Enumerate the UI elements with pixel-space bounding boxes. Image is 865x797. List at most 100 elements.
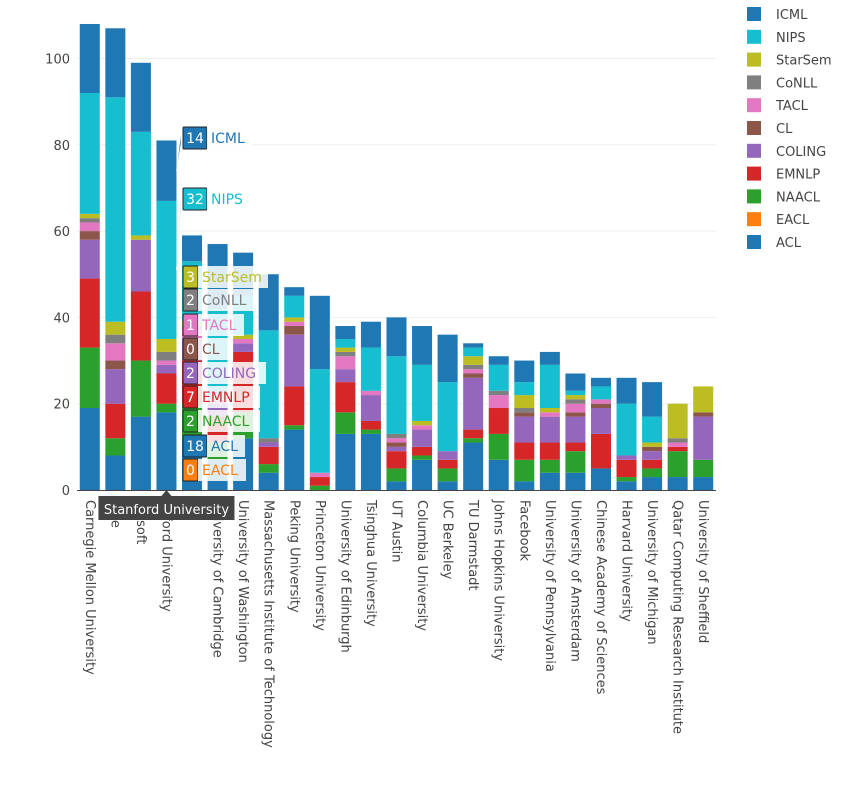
bar-segment-nips[interactable] (360, 347, 381, 391)
bar-segment-icml[interactable] (386, 317, 407, 357)
bar-segment-coling[interactable] (437, 451, 458, 460)
legend-item-emnlp[interactable]: EMNLP (747, 166, 820, 183)
bar-segment-naacl[interactable] (105, 438, 126, 456)
bar-segment-nips[interactable] (130, 131, 151, 236)
bar-segment-coling[interactable] (693, 416, 714, 460)
bar-segment-emnlp[interactable] (616, 459, 637, 478)
bar-segment-coling[interactable] (590, 408, 611, 434)
bar-segment-emnlp[interactable] (258, 446, 279, 465)
bar-segment-nips[interactable] (412, 364, 433, 421)
bar-segment-icml[interactable] (284, 287, 305, 296)
bar-segment-tacl[interactable] (488, 395, 509, 409)
bar-segment-acl[interactable] (590, 468, 611, 490)
bar-segment-naacl[interactable] (463, 438, 484, 443)
bar-segment-conll[interactable] (488, 390, 509, 396)
bar-segment-coling[interactable] (105, 369, 126, 404)
bar-segment-starsem[interactable] (412, 420, 433, 426)
bar-segment-nips[interactable] (79, 93, 100, 214)
bar-segment-emnlp[interactable] (79, 278, 100, 348)
bar-segment-nips[interactable] (642, 416, 663, 443)
bar-segment-icml[interactable] (182, 235, 203, 262)
bar-segment-nips[interactable] (258, 330, 279, 439)
bar-segment-icml[interactable] (105, 28, 126, 98)
bar-segment-emnlp[interactable] (156, 373, 177, 404)
bar-segment-emnlp[interactable] (437, 459, 458, 469)
bar-segment-coling[interactable] (258, 442, 279, 447)
bar-segment-coling[interactable] (642, 451, 663, 460)
bar-segment-naacl[interactable] (616, 477, 637, 482)
legend-item-eacl[interactable]: EACL (747, 212, 810, 228)
bar-segment-naacl[interactable] (130, 360, 151, 417)
bar-segment-acl[interactable] (284, 429, 305, 490)
bar-segment-naacl[interactable] (309, 485, 330, 490)
bar-segment-cl[interactable] (514, 412, 535, 417)
bar-segment-acl[interactable] (514, 481, 535, 490)
bar-segment-emnlp[interactable] (463, 429, 484, 439)
bar-segment-acl[interactable] (258, 472, 279, 490)
bar-segment-tacl[interactable] (156, 360, 177, 365)
bar-segment-tacl[interactable] (335, 356, 356, 370)
bar-segment-icml[interactable] (463, 343, 484, 348)
bar-segment-naacl[interactable] (360, 429, 381, 434)
bar-segment-cl[interactable] (284, 326, 305, 335)
bar-segment-emnlp[interactable] (488, 408, 509, 434)
bar-segment-emnlp[interactable] (412, 446, 433, 456)
legend-item-nips[interactable]: NIPS (747, 29, 806, 46)
bar-segment-acl[interactable] (105, 455, 126, 490)
bar-segment-acl[interactable] (539, 472, 560, 490)
bar-segment-acl[interactable] (130, 416, 151, 490)
bar-segment-icml[interactable] (565, 373, 586, 391)
bar-segment-nips[interactable] (539, 364, 560, 409)
bar-segment-nips[interactable] (463, 347, 484, 357)
bar-segment-naacl[interactable] (335, 412, 356, 434)
legend-item-icml[interactable]: ICML (747, 7, 808, 23)
bar-segment-conll[interactable] (79, 218, 100, 223)
bar-segment-acl[interactable] (156, 412, 177, 490)
bar-segment-tacl[interactable] (386, 438, 407, 443)
bar-segment-icml[interactable] (642, 382, 663, 417)
bar-segment-coling[interactable] (539, 416, 560, 443)
bar-segment-conll[interactable] (463, 364, 484, 370)
bar-segment-acl[interactable] (642, 477, 663, 490)
bar-segment-starsem[interactable] (335, 347, 356, 352)
bar-segment-icml[interactable] (156, 140, 177, 201)
bar-segment-acl[interactable] (667, 477, 688, 490)
legend-item-conll[interactable]: CoNLL (747, 75, 818, 91)
bar-segment-icml[interactable] (335, 326, 356, 339)
bar-segment-starsem[interactable] (463, 356, 484, 365)
bar-segment-nips[interactable] (309, 369, 330, 473)
bar-segment-starsem[interactable] (514, 395, 535, 409)
bar-segment-coling[interactable] (565, 416, 586, 443)
bar-segment-naacl[interactable] (386, 468, 407, 482)
bar-segment-emnlp[interactable] (565, 442, 586, 452)
bar-segment-starsem[interactable] (105, 321, 126, 335)
bar-segment-icml[interactable] (616, 377, 637, 404)
bar-segment-acl[interactable] (565, 472, 586, 490)
bar-segment-tacl[interactable] (565, 403, 586, 413)
bar-segment-icml[interactable] (539, 351, 560, 365)
bar-segment-icml[interactable] (258, 274, 279, 331)
bar-segment-emnlp[interactable] (335, 382, 356, 413)
bar-segment-starsem[interactable] (642, 442, 663, 447)
bar-segment-cl[interactable] (590, 403, 611, 409)
bar-segment-cl[interactable] (693, 412, 714, 417)
bar-segment-coling[interactable] (412, 429, 433, 447)
bar-segment-tacl[interactable] (284, 321, 305, 327)
bar-segment-nips[interactable] (105, 97, 126, 322)
bar-segment-nips[interactable] (565, 390, 586, 396)
bar-segment-acl[interactable] (360, 433, 381, 490)
bar-segment-nips[interactable] (590, 386, 611, 400)
bar-segment-acl[interactable] (693, 477, 714, 490)
bar-segment-starsem[interactable] (667, 403, 688, 439)
bar-segment-nips[interactable] (437, 382, 458, 452)
bar-segment-tacl[interactable] (105, 343, 126, 361)
bar-segment-naacl[interactable] (693, 459, 714, 478)
bar-segment-acl[interactable] (412, 459, 433, 490)
bar-segment-coling[interactable] (156, 364, 177, 374)
bar-segment-naacl[interactable] (156, 403, 177, 413)
legend-item-starsem[interactable]: StarSem (747, 52, 832, 69)
bar-segment-acl[interactable] (488, 459, 509, 490)
bar-segment-emnlp[interactable] (105, 403, 126, 439)
bar-segment-starsem[interactable] (79, 213, 100, 219)
bar-segment-emnlp[interactable] (667, 446, 688, 452)
